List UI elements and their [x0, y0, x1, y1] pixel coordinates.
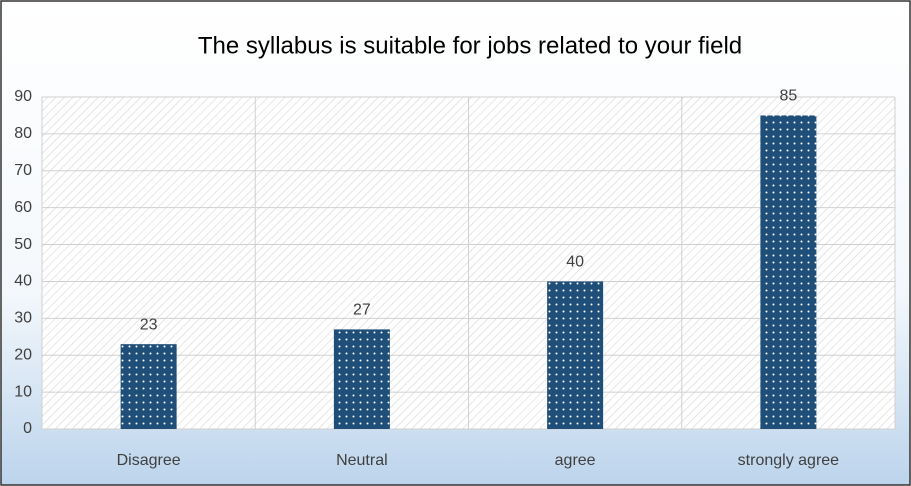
y-tick-label: 40 — [14, 273, 32, 290]
bar — [760, 115, 817, 429]
x-tick-label: strongly agree — [738, 452, 839, 469]
y-tick-label: 30 — [14, 310, 32, 327]
data-label: 85 — [779, 88, 797, 105]
data-label: 27 — [353, 302, 371, 319]
x-tick-label: Neutral — [336, 452, 388, 469]
y-tick-label: 50 — [14, 236, 32, 253]
y-tick-label: 60 — [14, 199, 32, 216]
y-tick-label: 0 — [23, 420, 32, 437]
y-tick-label: 80 — [14, 125, 32, 142]
bar — [333, 329, 390, 429]
bar — [120, 344, 177, 429]
x-tick-label: agree — [555, 452, 596, 469]
bar — [547, 281, 604, 429]
x-tick-label: Disagree — [117, 452, 181, 469]
y-tick-label: 10 — [14, 383, 32, 400]
data-label: 40 — [566, 254, 584, 271]
data-label: 23 — [140, 316, 158, 333]
chart-title: The syllabus is suitable for jobs relate… — [198, 32, 742, 59]
y-tick-label: 20 — [14, 346, 32, 363]
y-tick-label: 90 — [14, 88, 32, 105]
y-tick-label: 70 — [14, 162, 32, 179]
